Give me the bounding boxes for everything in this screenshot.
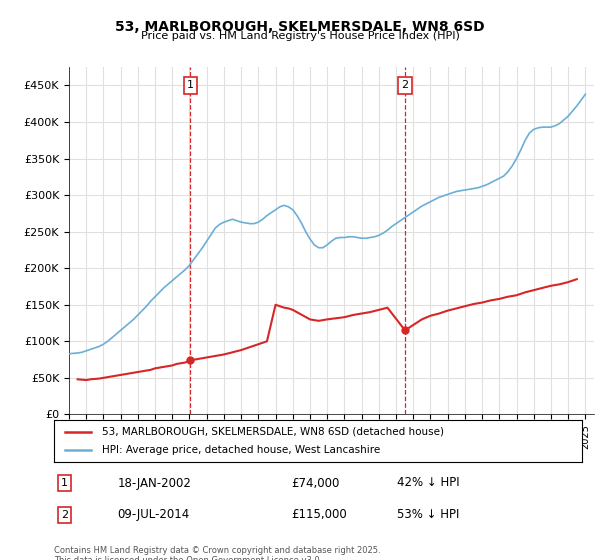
Text: 53, MARLBOROUGH, SKELMERSDALE, WN8 6SD (detached house): 53, MARLBOROUGH, SKELMERSDALE, WN8 6SD (…: [101, 427, 443, 437]
Text: 1: 1: [61, 478, 68, 488]
Text: 2: 2: [61, 510, 68, 520]
Text: 09-JUL-2014: 09-JUL-2014: [118, 508, 190, 521]
Text: 2: 2: [401, 81, 409, 91]
Text: 42% ↓ HPI: 42% ↓ HPI: [397, 477, 460, 489]
Text: £74,000: £74,000: [292, 477, 340, 489]
Text: 18-JAN-2002: 18-JAN-2002: [118, 477, 191, 489]
Text: 1: 1: [187, 81, 194, 91]
Text: HPI: Average price, detached house, West Lancashire: HPI: Average price, detached house, West…: [101, 445, 380, 455]
Text: Price paid vs. HM Land Registry's House Price Index (HPI): Price paid vs. HM Land Registry's House …: [140, 31, 460, 41]
Text: 53% ↓ HPI: 53% ↓ HPI: [397, 508, 460, 521]
Text: Contains HM Land Registry data © Crown copyright and database right 2025.
This d: Contains HM Land Registry data © Crown c…: [54, 546, 380, 560]
Text: £115,000: £115,000: [292, 508, 347, 521]
Text: 53, MARLBOROUGH, SKELMERSDALE, WN8 6SD: 53, MARLBOROUGH, SKELMERSDALE, WN8 6SD: [115, 20, 485, 34]
